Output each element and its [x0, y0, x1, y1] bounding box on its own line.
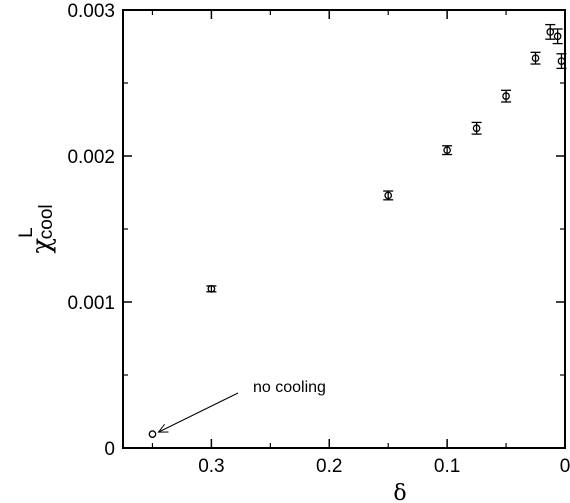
data-point	[471, 121, 482, 135]
y-tick-label: 0.003	[67, 1, 115, 22]
x-tick-label: 0.1	[434, 456, 460, 477]
data-point	[545, 23, 556, 40]
point-marker	[207, 285, 216, 293]
x-axis-label: δ	[393, 481, 406, 503]
point-marker	[502, 92, 510, 100]
y-tick-label: 0	[104, 439, 115, 460]
point-marker	[553, 32, 562, 41]
svg-text:χLcool: χLcool	[16, 204, 57, 253]
data-point	[530, 51, 541, 65]
annotation-label: no cooling	[253, 379, 326, 396]
y-axis-ticks: 0 0.001 0.002 0.003	[67, 1, 565, 460]
y-axis-label-main: χ	[27, 238, 57, 254]
point-marker	[148, 430, 157, 438]
y-axis-label-subscript: cool	[36, 204, 57, 239]
plot-frame	[122, 9, 566, 449]
x-tick-label: 0.3	[198, 456, 224, 477]
data-point	[148, 430, 157, 438]
data-point	[383, 190, 394, 201]
x-tick-label: 0	[560, 456, 570, 477]
data-point	[556, 53, 567, 70]
y-axis-label: χLcool	[16, 204, 57, 253]
x-axis-ticks: 0.3 0.2 0.1 0	[151, 10, 570, 477]
point-marker	[384, 191, 393, 200]
annotations: no cooling	[157, 379, 326, 433]
data-point	[442, 145, 453, 156]
data-points	[148, 23, 567, 438]
data-point	[501, 89, 512, 103]
y-axis-label-superscript: L	[16, 227, 37, 238]
annotation-arrow	[158, 392, 239, 433]
x-tick-label: 0.2	[316, 456, 342, 477]
y-tick-label: 0.001	[67, 293, 115, 314]
data-point	[206, 285, 217, 293]
point-marker	[443, 146, 451, 155]
point-marker	[472, 124, 481, 133]
point-marker	[531, 54, 540, 63]
data-point	[552, 28, 563, 45]
annotation-arrowhead	[157, 423, 169, 433]
y-tick-label: 0.002	[67, 147, 115, 168]
point-marker	[546, 28, 555, 36]
point-marker	[557, 57, 566, 65]
